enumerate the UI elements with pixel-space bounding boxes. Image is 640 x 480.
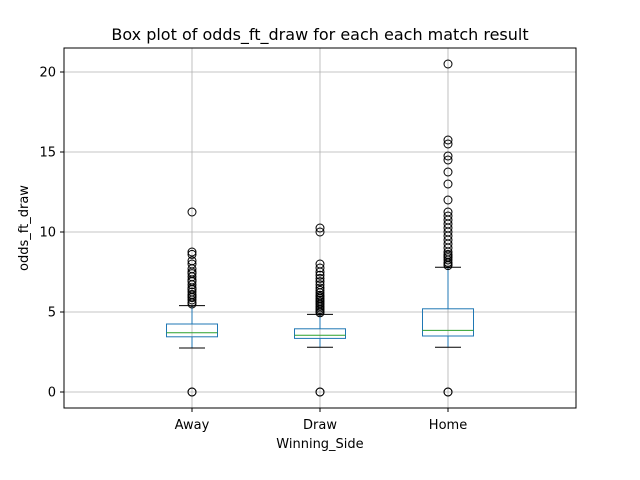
outlier-point [443, 249, 453, 259]
outlier-point [443, 387, 453, 397]
outlier-point [187, 247, 197, 257]
x-axis-label: Winning_Side [276, 437, 363, 452]
box-group-home [422, 59, 474, 397]
y-tick-label: 20 [39, 66, 56, 81]
outlier-point [315, 263, 325, 273]
outlier-point [187, 287, 197, 297]
box-iqr [422, 308, 474, 337]
outlier-point [443, 211, 453, 221]
outlier-point [443, 135, 453, 145]
outlier-point [315, 280, 325, 290]
x-tick-label: Draw [303, 418, 337, 433]
outlier-point [315, 387, 325, 397]
outlier-point [187, 249, 197, 259]
outlier-point [315, 273, 325, 283]
outlier-point [443, 167, 453, 177]
outlier-point [315, 277, 325, 287]
y-axis-label: odds_ft_draw [17, 185, 32, 271]
outlier-point [443, 207, 453, 217]
chart-title: Box plot of odds_ft_draw for each each m… [111, 25, 528, 45]
outlier-point [187, 289, 197, 299]
outlier-point [443, 151, 453, 161]
outlier-point [187, 256, 197, 266]
y-tick-label: 15 [39, 146, 56, 161]
outlier-point [315, 283, 325, 293]
box-group-draw [294, 223, 346, 397]
outlier-point [443, 155, 453, 165]
outlier-point [443, 195, 453, 205]
outlier-point [315, 227, 325, 237]
outlier-point [443, 139, 453, 149]
x-tick-label: Away [175, 418, 210, 433]
outlier-point [187, 207, 197, 217]
y-tick-label: 10 [39, 226, 56, 241]
y-tick-label: 5 [48, 306, 56, 321]
outlier-point [443, 179, 453, 189]
outlier-point [315, 270, 325, 280]
outlier-point [443, 59, 453, 69]
outlier-point [315, 223, 325, 233]
y-tick-label: 0 [48, 386, 56, 401]
plot-layer [166, 59, 474, 397]
tick-layer: 0 5 10 15 20 Away Draw Home [39, 66, 467, 434]
outlier-point [187, 259, 197, 269]
x-tick-label: Home [429, 418, 467, 433]
outlier-point [315, 290, 325, 300]
box-group-away [166, 207, 218, 397]
box-iqr [166, 323, 218, 338]
outlier-point [187, 387, 197, 397]
outlier-point [315, 285, 325, 295]
outlier-point [315, 259, 325, 269]
box-iqr [294, 328, 346, 339]
